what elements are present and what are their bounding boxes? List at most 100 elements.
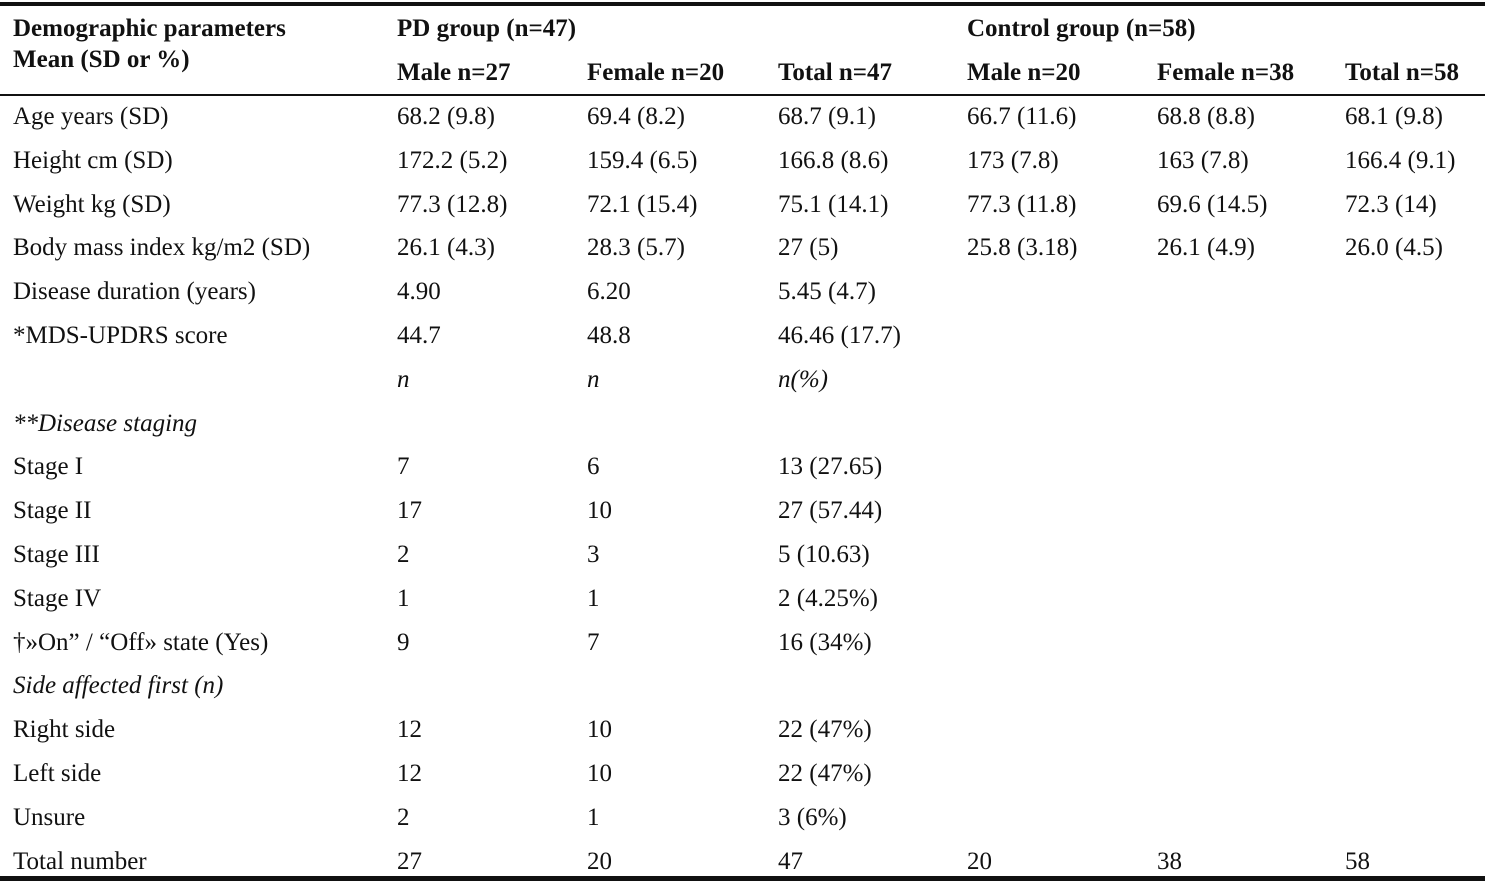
table-cell: n — [397, 365, 410, 393]
table-cell: 27 — [397, 847, 422, 875]
table-cell: 10 — [587, 716, 612, 744]
table-cell: 25.8 (3.18) — [967, 234, 1078, 262]
table-cell: n(%) — [778, 365, 828, 393]
table-cell: 66.7 (11.6) — [967, 103, 1077, 130]
table-cell: 12 — [397, 716, 422, 744]
table-row: Stage II 17 10 27 (57.44) — [0, 496, 1485, 540]
row-label: Stage IV — [13, 584, 102, 612]
table-cell: 68.2 (9.8) — [397, 103, 495, 130]
header-rule — [0, 94, 1485, 96]
table-cell: n — [587, 365, 600, 393]
table-cell: 44.7 — [397, 322, 441, 349]
table-cell: 172.2 (5.2) — [397, 146, 508, 174]
table-cell: 3 — [587, 541, 600, 568]
header-ctrl-male: Male n=20 — [967, 59, 1081, 86]
table-row: Stage IV 1 1 2 (4.25%) — [0, 584, 1485, 628]
table-cell: 27 (57.44) — [778, 497, 883, 525]
table-cell: 2 — [397, 541, 410, 568]
table-cell: 17 — [397, 497, 422, 525]
table-cell: 1 — [587, 584, 600, 612]
table-cell: 2 (4.25%) — [778, 584, 878, 612]
table-cell: 5 (10.63) — [778, 541, 870, 568]
header-ctrl-total: Total n=58 — [1345, 59, 1460, 86]
header-control-group: Control group (n=58) — [967, 15, 1196, 42]
table-row: n n n(%) — [0, 365, 1485, 409]
table-cell: 77.3 (11.8) — [967, 190, 1077, 218]
table-cell: 10 — [587, 497, 612, 525]
table-cell: 68.7 (9.1) — [778, 103, 876, 130]
table-cell: 72.3 (14) — [1345, 190, 1437, 218]
table-cell: 163 (7.8) — [1157, 146, 1249, 174]
table-cell: 46.46 (17.7) — [778, 322, 901, 349]
table-cell: 3 (6%) — [778, 803, 847, 831]
row-label: **Disease staging — [13, 409, 198, 437]
table-row: *MDS-UPDRS score 44.7 48.8 46.46 (17.7) — [0, 321, 1485, 365]
table-cell: 72.1 (15.4) — [587, 190, 698, 218]
top-rule — [0, 2, 1485, 6]
table-cell: 22 (47%) — [778, 760, 872, 787]
row-label: Stage III — [13, 541, 100, 568]
table-cell: 173 (7.8) — [967, 146, 1059, 174]
header-pd-group: PD group (n=47) — [397, 15, 577, 42]
table-cell: 4.90 — [397, 278, 441, 306]
table-cell: 9 — [397, 628, 410, 656]
table-row: Stage I 7 6 13 (27.65) — [0, 452, 1485, 496]
row-label: Side affected first (n) — [13, 672, 224, 700]
table-row: Right side 12 10 22 (47%) — [0, 715, 1485, 759]
table-cell: 1 — [587, 803, 600, 831]
table-cell: 22 (47%) — [778, 716, 872, 744]
table-row: **Disease staging — [0, 409, 1485, 453]
table-cell: 20 — [967, 847, 992, 875]
table-cell: 26.1 (4.3) — [397, 234, 495, 262]
table-row: Stage III 2 3 5 (10.63) — [0, 540, 1485, 584]
header-param-line2: Mean (SD or %) — [13, 46, 190, 73]
table-cell: 68.8 (8.8) — [1157, 103, 1255, 130]
table-row: Left side 12 10 22 (47%) — [0, 759, 1485, 803]
row-label: Body mass index kg/m2 (SD) — [13, 234, 311, 262]
table-cell: 10 — [587, 760, 612, 787]
table-row: Height cm (SD) 172.2 (5.2) 159.4 (6.5) 166.… — [0, 146, 1485, 190]
table-cell: 48.8 — [587, 322, 631, 349]
header-pd-female: Female n=20 — [587, 59, 725, 86]
header-param-line1: Demographic parameters — [13, 15, 286, 42]
table-row: Side affected first (n) — [0, 671, 1485, 715]
table-cell: 5.45 (4.7) — [778, 278, 876, 306]
table-row: Total number 27 20 47 20 38 58 — [0, 847, 1485, 891]
row-label: Total number — [13, 847, 147, 875]
table-cell: 27 (5) — [778, 234, 839, 262]
table-cell: 28.3 (5.7) — [587, 234, 685, 262]
table-cell: 166.8 (8.6) — [778, 146, 889, 174]
header-pd-male: Male n=27 — [397, 59, 511, 86]
table-cell: 1 — [397, 584, 410, 612]
row-label: †»On” / “Off» state (Yes) — [13, 628, 269, 656]
table-cell: 38 — [1157, 847, 1182, 875]
table-cell: 166.4 (9.1) — [1345, 146, 1456, 174]
table-cell: 2 — [397, 803, 410, 831]
table-cell: 6.20 — [587, 278, 631, 306]
table-cell: 58 — [1345, 847, 1370, 875]
table-row: †»On” / “Off» state (Yes) 9 7 16 (34%) — [0, 628, 1485, 672]
table-cell: 13 (27.65) — [778, 453, 883, 481]
table-cell: 26.1 (4.9) — [1157, 234, 1255, 262]
table-cell: 69.6 (14.5) — [1157, 190, 1268, 218]
table-cell: 69.4 (8.2) — [587, 103, 685, 130]
table-cell: 7 — [397, 453, 410, 481]
row-label: Stage I — [13, 453, 84, 481]
row-label: Right side — [13, 716, 116, 744]
table-cell: 16 (34%) — [778, 628, 872, 656]
table-row: Disease duration (years) 4.90 6.20 5.45 (4.… — [0, 277, 1485, 321]
row-label: Stage II — [13, 497, 92, 525]
row-label: Unsure — [13, 803, 86, 831]
table-cell: 26.0 (4.5) — [1345, 234, 1443, 262]
header-pd-total: Total n=47 — [778, 59, 893, 86]
table-cell: 68.1 (9.8) — [1345, 103, 1443, 130]
table-cell: 47 — [778, 847, 803, 875]
table-cell: 77.3 (12.8) — [397, 190, 508, 218]
table-cell: 7 — [587, 628, 600, 656]
table-cell: 6 — [587, 453, 600, 481]
table-cell: 75.1 (14.1) — [778, 190, 889, 218]
table-cell: 159.4 (6.5) — [587, 146, 698, 174]
table-row: Age years (SD) 68.2 (9.8) 69.4 (8.2) 68.7 (… — [0, 102, 1485, 146]
table-row: Weight kg (SD) 77.3 (12.8) 72.1 (15.4) 75.1… — [0, 190, 1485, 234]
